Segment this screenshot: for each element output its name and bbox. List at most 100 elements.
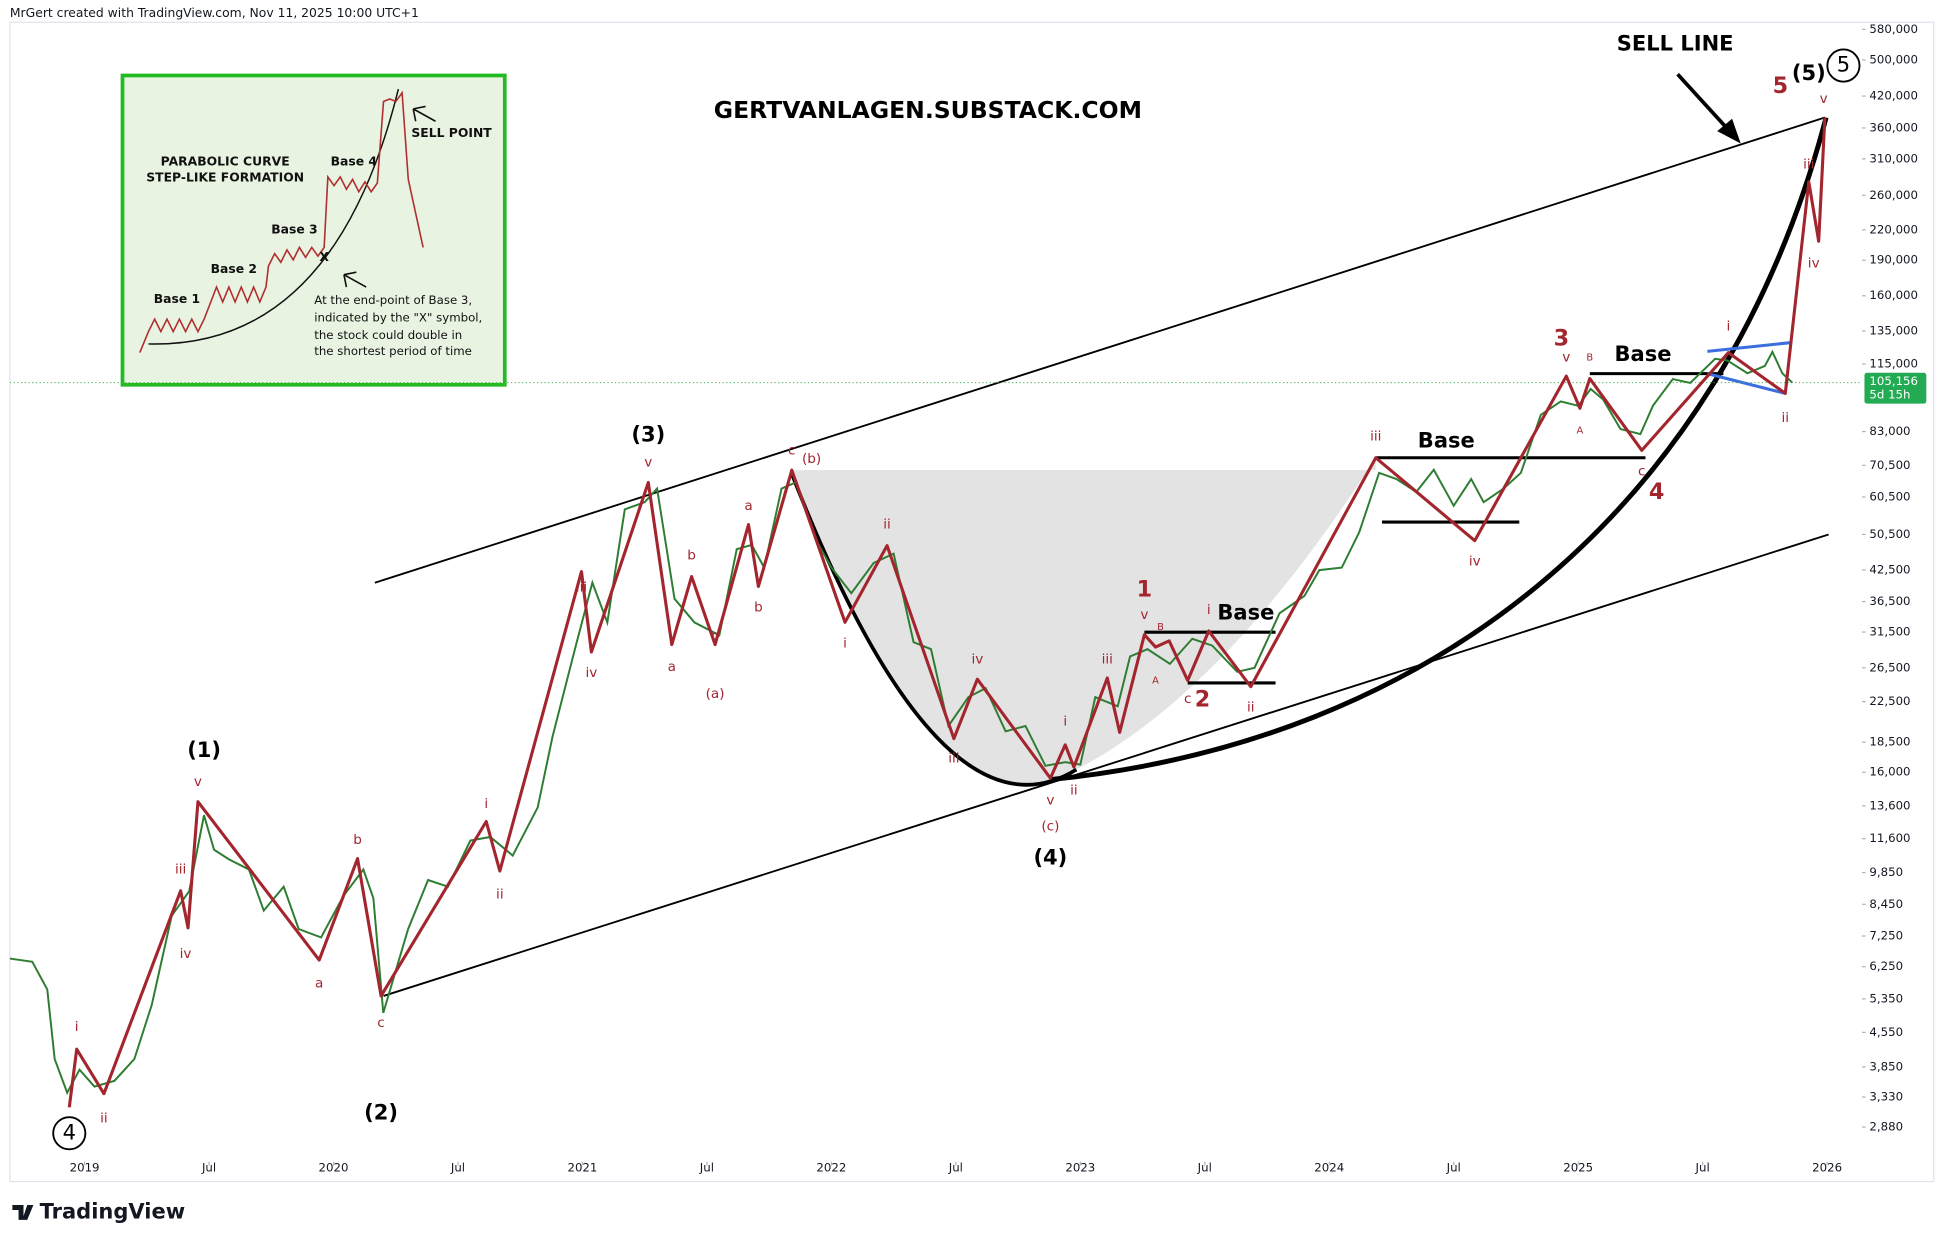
wave-label: ii (1070, 783, 1078, 799)
y-tick-label: 3,330 (1869, 1089, 1903, 1103)
wave-label: ii (496, 886, 504, 902)
y-tick-label: 16,000 (1869, 765, 1910, 779)
wave-label: a (315, 976, 323, 992)
inset-note: indicated by the "X" symbol, (314, 310, 482, 324)
wave-label: c (377, 1015, 384, 1031)
header: MrGert created with TradingView.com, Nov… (10, 6, 419, 20)
y-tick-label: 2,880 (1869, 1120, 1903, 1134)
y-tick-label: 310,000 (1869, 151, 1918, 165)
wave-label: iii (576, 580, 587, 596)
cup-shade (791, 457, 1376, 785)
y-tick-label: 135,000 (1869, 323, 1918, 337)
wave-label: iii (948, 750, 959, 766)
inset-base: Base 2 (211, 262, 257, 276)
inset-base: Base 1 (154, 292, 200, 306)
wave-label: a (744, 498, 752, 514)
parabolic-curve (1051, 116, 1829, 782)
wave-circle (52, 1116, 87, 1151)
y-tick-label: 22,500 (1869, 694, 1910, 708)
y-tick-label: 5,350 (1869, 991, 1903, 1005)
sell-arrow (1676, 72, 1741, 144)
wave-label: c (711, 628, 718, 644)
wave-label: (4) (1033, 845, 1067, 870)
wave-label: (2) (364, 1099, 398, 1124)
wave-label: Base (1418, 428, 1475, 453)
brand: TradingView (12, 1198, 185, 1223)
x-tick-label: Jul (948, 1160, 963, 1174)
wave-label: Base (1217, 600, 1274, 625)
wave-label: c (1638, 463, 1645, 479)
y-tick-label: 500,000 (1869, 52, 1918, 66)
wave-label: i (484, 796, 488, 812)
inset-sell: SELL POINT (411, 126, 492, 140)
y-tick-label: 115,000 (1869, 357, 1918, 371)
wave-label: 1 (1137, 577, 1152, 603)
x-tick-label: 2021 (567, 1160, 597, 1174)
wave-label: ii (100, 1110, 108, 1126)
y-tick-label: 9,850 (1869, 865, 1903, 879)
wave-label: A (1152, 675, 1159, 686)
wave-label: 4 (1649, 479, 1664, 505)
wave-label: iv (585, 665, 597, 681)
y-tick-label: 4,550 (1869, 1025, 1903, 1039)
wave-label: c (788, 442, 795, 458)
x-tick-label: Jul (1446, 1160, 1461, 1174)
y-tick-label: 3,850 (1869, 1059, 1903, 1073)
wave-label: b (353, 832, 362, 848)
brand-name: TradingView (40, 1198, 186, 1223)
wave-label: 5 (1837, 52, 1850, 77)
wave-count (67, 117, 1827, 1108)
wave-label: i (1063, 713, 1067, 729)
x-tick-label: Jul (1197, 1160, 1212, 1174)
wave-label: 3 (1554, 325, 1569, 351)
wave-label: v (1562, 350, 1570, 366)
y-tick-label: 50,500 (1869, 527, 1910, 541)
wave-label: B (1157, 622, 1164, 633)
wave-label: ii (1781, 410, 1789, 426)
wave-label: v (644, 455, 652, 471)
wave-label: A (1577, 426, 1584, 437)
countdown: 5d 15h (1869, 387, 1910, 401)
y-tick-label: 70,500 (1869, 458, 1910, 472)
wave-label: a (668, 659, 676, 675)
frame (9, 21, 1935, 1183)
wave-label: iv (1808, 256, 1820, 272)
y-tick-label: 420,000 (1869, 89, 1918, 103)
y-tick-label: 36,500 (1869, 594, 1910, 608)
y-tick-label: 83,000 (1869, 424, 1910, 438)
wave-label: iii (175, 862, 186, 878)
chart-title: GERTVANLAGEN.SUBSTACK.COM (714, 96, 1142, 124)
channel-upper (374, 116, 1826, 584)
x-tick-label: Jul (201, 1160, 216, 1174)
wave-label: iv (180, 946, 192, 962)
wave-label: i (843, 635, 847, 651)
inset-title: STEP-LIKE FORMATION (146, 171, 304, 185)
x-tick-label: 2019 (70, 1160, 100, 1174)
inset-note: the stock could double in (314, 328, 462, 342)
wave-label: v (1820, 91, 1828, 107)
y-tick-label: 7,250 (1869, 929, 1903, 943)
wave-label: i (75, 1019, 79, 1035)
y-tick-label: 160,000 (1869, 288, 1918, 302)
y-tick-label: 31,500 (1869, 625, 1910, 639)
y-tick-label: 260,000 (1869, 188, 1918, 202)
wave-label: iv (1469, 554, 1481, 570)
wave-label: (b) (802, 451, 821, 467)
wave-label: iii (1370, 429, 1381, 445)
inset-box (120, 73, 507, 387)
x-tick-label: 2020 (319, 1160, 349, 1174)
last-price-box (1864, 372, 1927, 404)
wave-label: SELL LINE (1617, 31, 1734, 56)
wave-label: 4 (63, 1119, 76, 1144)
triangle-lines (1706, 341, 1791, 395)
wave-label: ii (883, 517, 891, 533)
x-tick-label: 2026 (1812, 1160, 1842, 1174)
inset-title: PARABOLIC CURVE (161, 155, 290, 169)
wave-label: b (754, 599, 763, 615)
x-tick-label: Jul (1695, 1160, 1710, 1174)
inset-base: Base 3 (271, 223, 317, 237)
inset-x: X (319, 250, 329, 264)
x-tick-label: Jul (450, 1160, 465, 1174)
